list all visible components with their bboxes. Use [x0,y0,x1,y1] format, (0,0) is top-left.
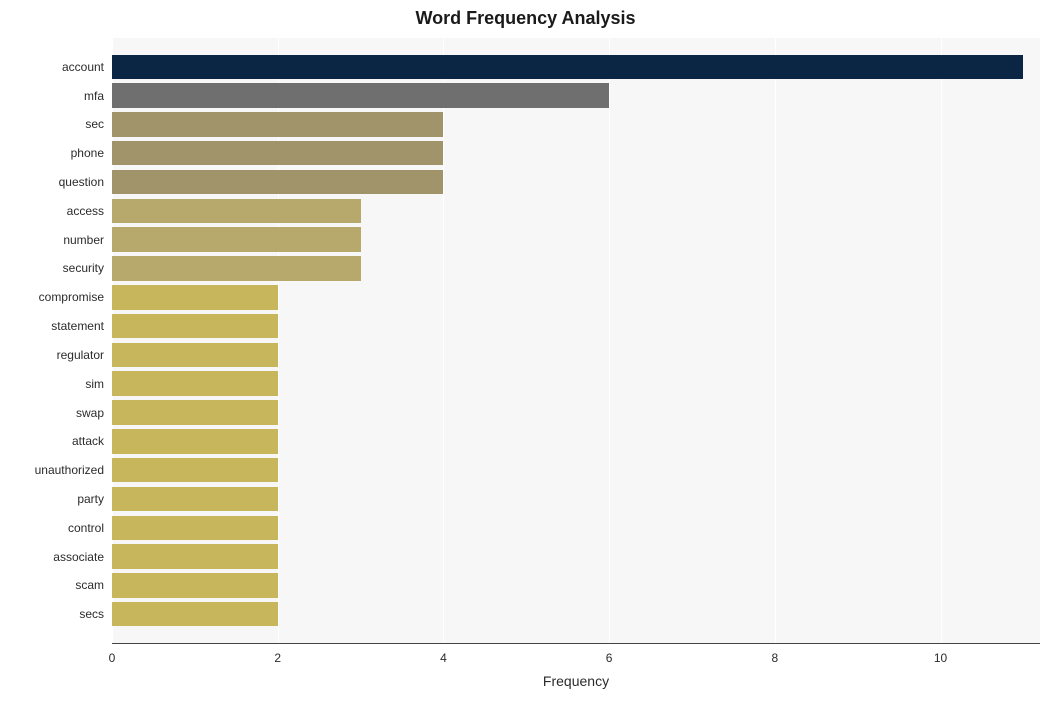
y-tick-label: account [0,60,104,74]
bar [112,141,443,165]
bar [112,227,361,251]
x-axis-line [112,643,1040,644]
y-tick-label: compromise [0,290,104,304]
y-tick-label: security [0,261,104,275]
bar [112,285,278,309]
grid-line [941,38,942,643]
x-tick-label: 8 [772,651,779,665]
bar [112,487,278,511]
y-tick-label: phone [0,146,104,160]
bar [112,256,361,280]
y-tick-label: control [0,521,104,535]
y-tick-label: number [0,233,104,247]
bar [112,602,278,626]
bar [112,458,278,482]
bar [112,573,278,597]
y-tick-label: mfa [0,89,104,103]
y-tick-label: secs [0,607,104,621]
bar [112,400,278,424]
grid-line [609,38,610,643]
chart-title: Word Frequency Analysis [0,8,1051,29]
x-tick-label: 2 [274,651,281,665]
bar [112,516,278,540]
plot-area [112,38,1040,643]
y-tick-label: regulator [0,348,104,362]
x-tick-label: 4 [440,651,447,665]
y-tick-label: unauthorized [0,463,104,477]
y-tick-label: access [0,204,104,218]
y-tick-label: sec [0,117,104,131]
grid-line [443,38,444,643]
y-tick-label: swap [0,406,104,420]
y-tick-label: associate [0,550,104,564]
bar [112,55,1023,79]
y-tick-label: sim [0,377,104,391]
y-tick-label: scam [0,578,104,592]
bar [112,429,278,453]
bar [112,544,278,568]
x-tick-label: 0 [109,651,116,665]
y-tick-label: party [0,492,104,506]
y-tick-label: statement [0,319,104,333]
bar [112,371,278,395]
bar [112,199,361,223]
y-tick-label: question [0,175,104,189]
bar [112,83,609,107]
word-frequency-chart: Word Frequency Analysis Frequency 0 2 4 6 8 1… [0,0,1051,701]
y-tick-label: attack [0,434,104,448]
x-tick-label: 6 [606,651,613,665]
bar [112,343,278,367]
bar [112,314,278,338]
bar [112,170,443,194]
x-tick-label: 10 [934,651,947,665]
bar [112,112,443,136]
grid-line [775,38,776,643]
x-axis-label: Frequency [112,673,1040,689]
